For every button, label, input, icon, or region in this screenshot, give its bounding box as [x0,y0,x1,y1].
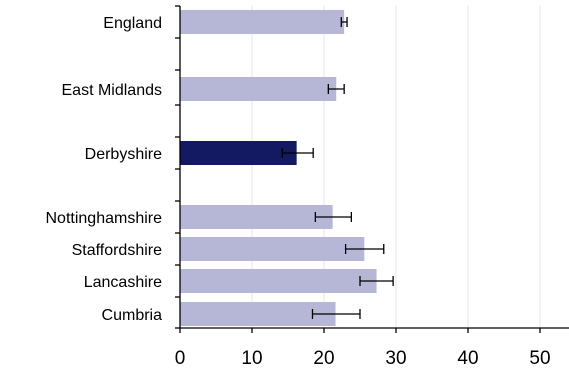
bar [180,302,336,326]
x-tick-label: 20 [313,348,334,369]
x-tick-label: 10 [241,348,262,369]
bar [180,269,377,293]
x-tick-label: 0 [175,348,186,369]
axes [175,5,569,333]
bars [180,10,377,326]
bar [180,141,297,165]
x-tick-labels: 0 10 20 30 40 50 [175,348,551,369]
error-bars [281,17,394,319]
category-label: Nottinghamshire [46,210,163,227]
bar [180,237,365,261]
category-label: Cumbria [102,307,163,324]
category-label: Lancashire [84,274,162,291]
bar [180,77,337,101]
category-label: England [103,15,162,32]
bar [180,205,333,229]
bar [180,10,345,34]
x-tick-label: 40 [457,348,478,369]
category-label: Derbyshire [85,146,162,163]
category-label: East Midlands [62,82,163,99]
x-tick-label: 50 [529,348,550,369]
category-label: Staffordshire [72,242,163,259]
category-labels: England East Midlands Derbyshire Nottingham… [46,15,163,324]
x-tick-label: 30 [385,348,406,369]
